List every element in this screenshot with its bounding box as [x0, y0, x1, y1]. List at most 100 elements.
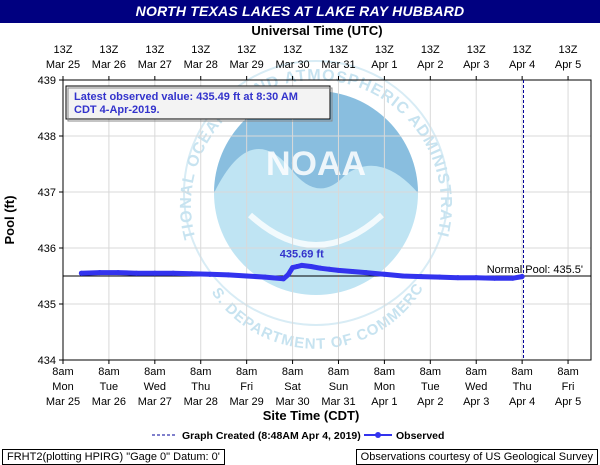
x-tick-label: Sat [284, 381, 301, 393]
x-tick-label: Thu [191, 381, 210, 393]
x-tick-label: 8am [374, 366, 395, 378]
observed-point [152, 270, 158, 276]
observed-point [381, 271, 387, 277]
y-axis-ticks: 434 435 436 437 438 439 [38, 75, 63, 367]
top-tick-label: 13Z [54, 44, 73, 56]
x-tick-label: 8am [420, 366, 441, 378]
top-tick-label: 13Z [99, 44, 118, 56]
x-tick-label: Mon [374, 381, 395, 393]
x-tick-label: Fri [240, 381, 253, 393]
top-tick-label: Mar 26 [92, 59, 126, 71]
observed-point [294, 263, 300, 269]
observed-point [418, 274, 424, 280]
top-tick-label: 13Z [421, 44, 440, 56]
observed-point [455, 275, 461, 281]
x-tick-label: Apr 3 [463, 396, 489, 408]
observed-point [115, 270, 121, 276]
top-tick-label: Mar 28 [184, 59, 218, 71]
top-tick-label: Mar 25 [46, 59, 80, 71]
watermark-ring [183, 60, 449, 326]
legend-observed-label: Observed [396, 430, 444, 442]
x-tick-label: Apr 4 [509, 396, 535, 408]
x-tick-label: Mar 28 [184, 396, 218, 408]
x-tick-label: Sun [329, 381, 349, 393]
top-tick-label: 13Z [467, 44, 486, 56]
top-tick-label: 13Z [145, 44, 164, 56]
observed-point [299, 262, 305, 268]
observed-series [78, 262, 525, 282]
x-tick-label: Thu [513, 381, 532, 393]
x-tick-label: Tue [421, 381, 440, 393]
x-tick-label: Wed [465, 381, 487, 393]
x-tick-label: Apr 1 [371, 396, 397, 408]
x-axis-top-ticks: 13Z Mar 25 13Z Mar 26 13Z Mar 27 13Z Mar 28 13Z M… [46, 44, 581, 80]
top-tick-label: 13Z [237, 44, 256, 56]
observed-point [290, 265, 296, 271]
top-axis-title: Universal Time (UTC) [251, 23, 382, 38]
top-tick-label: Mar 29 [230, 59, 264, 71]
x-tick-label: 8am [52, 366, 73, 378]
x-tick-label: Apr 5 [555, 396, 581, 408]
observed-point [363, 270, 369, 276]
annotation-line-2: CDT 4-Apr-2019. [74, 104, 160, 116]
y-tick-label: 436 [38, 243, 56, 255]
top-tick-label: Mar 31 [321, 59, 355, 71]
x-tick-label: Mon [52, 381, 73, 393]
observed-point [492, 275, 498, 281]
top-tick-label: 13Z [375, 44, 394, 56]
normal-pool-label: Normal Pool: 435.5' [487, 264, 583, 276]
top-tick-label: Apr 1 [371, 59, 397, 71]
x-tick-label: Fri [562, 381, 575, 393]
noaa-logo-text: NOAA [266, 145, 366, 183]
x-tick-label: Wed [144, 381, 166, 393]
y-axis-title: Pool (ft) [2, 195, 17, 244]
x-tick-label: 8am [328, 366, 349, 378]
observed-point [400, 273, 406, 279]
observed-point [510, 275, 516, 281]
x-tick-label: Tue [100, 381, 119, 393]
x-tick-label: Mar 26 [92, 396, 126, 408]
observed-point [335, 267, 341, 273]
observed-point [473, 275, 479, 281]
x-tick-label: 8am [282, 366, 303, 378]
grid-lines [63, 80, 591, 360]
top-tick-label: 13Z [191, 44, 210, 56]
x-tick-label: Mar 31 [321, 396, 355, 408]
observed-point [207, 271, 213, 277]
y-tick-label: 434 [38, 355, 56, 367]
observed-point [285, 272, 291, 278]
top-tick-label: Apr 4 [509, 59, 535, 71]
x-tick-label: 8am [144, 366, 165, 378]
y-tick-label: 435 [38, 299, 56, 311]
observed-point [436, 274, 442, 280]
y-tick-label: 438 [38, 131, 56, 143]
x-tick-label: 8am [557, 366, 578, 378]
footer-credit: Observations courtesy of US Geological S… [355, 449, 598, 465]
x-tick-label: Mar 25 [46, 396, 80, 408]
top-tick-label: Apr 5 [555, 59, 581, 71]
noaa-logo-wave [247, 212, 385, 248]
x-tick-label: Mar 27 [138, 396, 172, 408]
x-tick-label: 8am [236, 366, 257, 378]
observed-point [519, 274, 525, 280]
observed-point [244, 273, 250, 279]
observed-point [326, 266, 332, 272]
top-tick-label: Mar 27 [138, 59, 172, 71]
x-tick-label: 8am [190, 366, 211, 378]
top-tick-label: 13Z [513, 44, 532, 56]
observed-point [170, 270, 176, 276]
x-tick-label: 8am [98, 366, 119, 378]
bottom-axis-title: Site Time (CDT) [263, 408, 360, 423]
annotation-box [65, 85, 331, 120]
annotation-line-1: Latest observed value: 435.49 ft at 8:30… [74, 91, 298, 103]
x-tick-label: 8am [511, 366, 532, 378]
x-axis-bottom-ticks: 8am Mon Mar 25 8am Tue Mar 26 8am Wed Mar 27 8am T… [46, 360, 581, 408]
observed-point [97, 270, 103, 276]
observed-point [317, 265, 323, 271]
top-tick-label: 13Z [283, 44, 302, 56]
footer-gage-info: FRHT2(plotting HPIRG) "Gage 0" Datum: 0' [2, 449, 225, 465]
observed-point [308, 263, 314, 269]
plot-frame [62, 79, 592, 361]
